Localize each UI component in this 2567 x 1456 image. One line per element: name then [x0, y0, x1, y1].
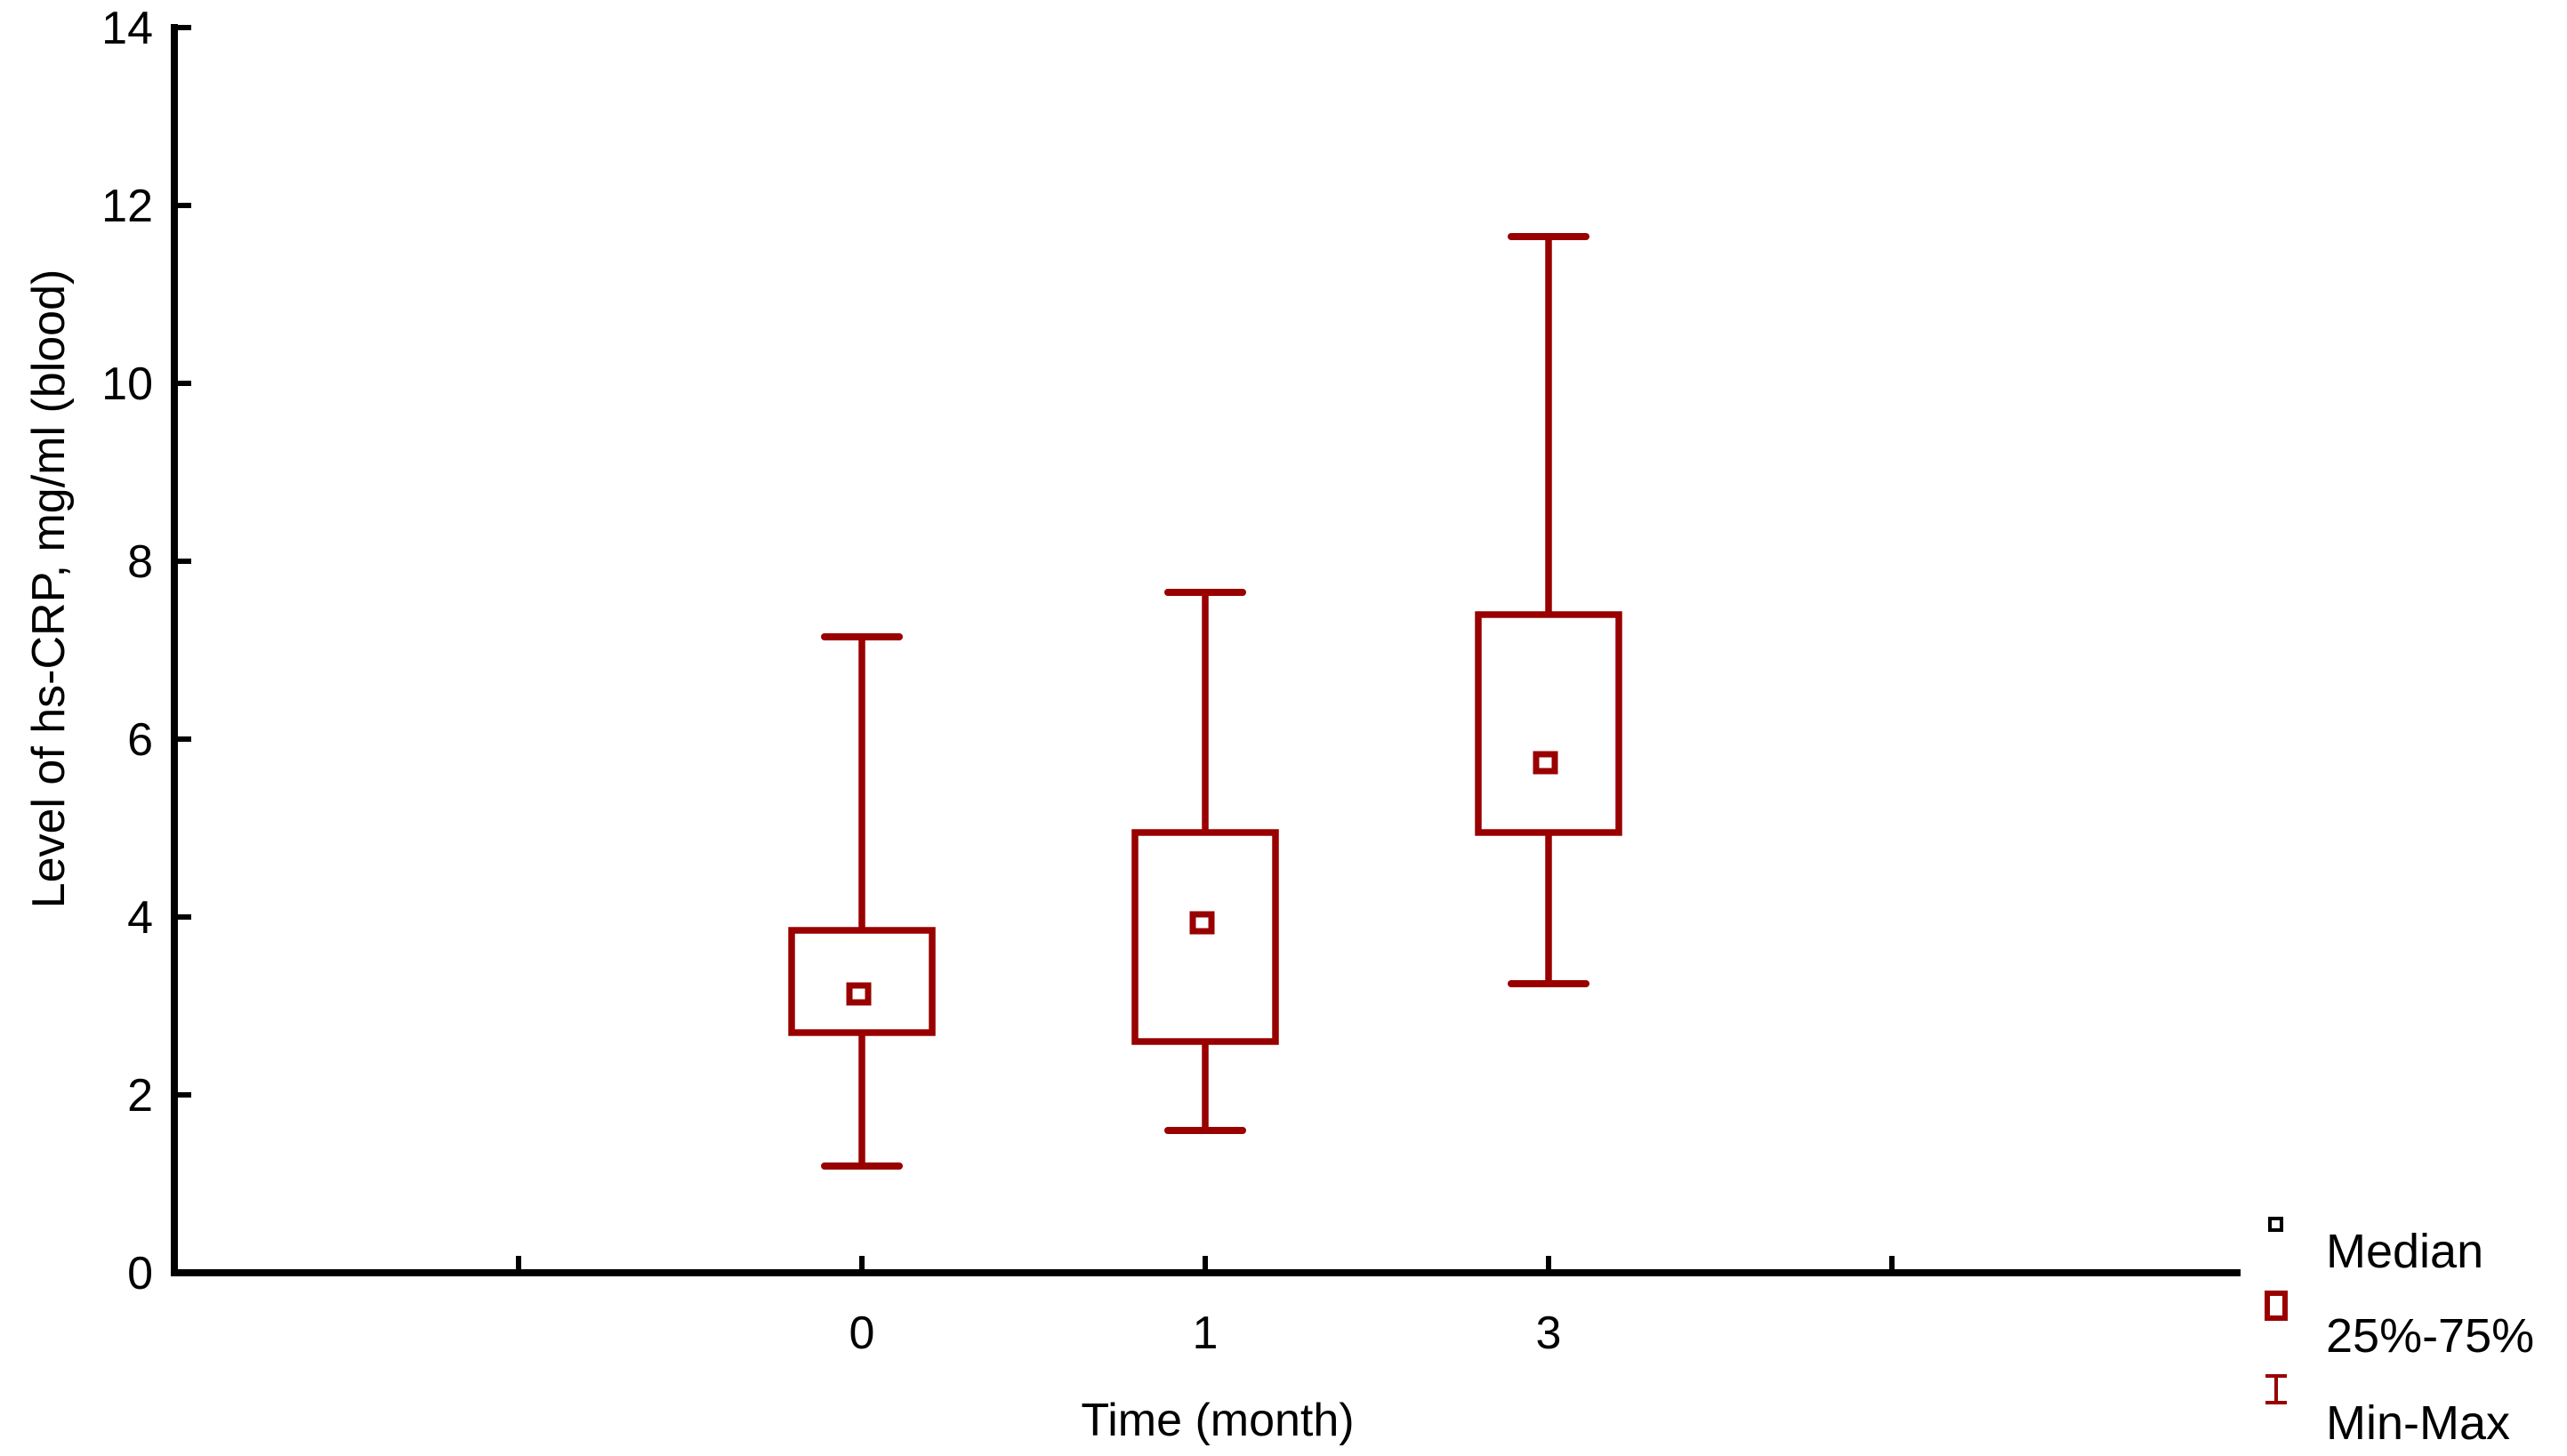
legend-median-marker-icon — [2268, 1217, 2283, 1232]
legend-label: Median — [2326, 1225, 2483, 1278]
y-tick-label: 4 — [127, 892, 153, 944]
y-tick-label: 2 — [127, 1070, 153, 1122]
iqr-box-month-0 — [788, 927, 936, 1036]
y-tick-label: 8 — [127, 536, 153, 588]
y-tick-label: 12 — [101, 181, 153, 232]
y-axis-title: Level of hs-CRP, mg/ml (blood) — [23, 269, 75, 909]
y-tick-label: 14 — [101, 3, 153, 54]
median-marker-month-3 — [1533, 751, 1558, 775]
x-tick-label: 0 — [849, 1307, 875, 1359]
iqr-box-month-3 — [1475, 611, 1622, 836]
x-axis-title: Time (month) — [1081, 1395, 1354, 1446]
iqr-box-month-1 — [1131, 829, 1279, 1045]
median-marker-month-1 — [1189, 911, 1215, 935]
y-tick-label: 10 — [101, 358, 153, 410]
legend-label: Min-Max — [2326, 1396, 2510, 1450]
legend-iqr-marker-icon — [2265, 1291, 2288, 1321]
x-tick-label: 1 — [1193, 1307, 1219, 1359]
legend-label: 25%-75% — [2326, 1309, 2534, 1363]
x-tick-label: 3 — [1536, 1307, 1562, 1359]
y-tick-label: 0 — [127, 1248, 153, 1299]
y-tick-label: 6 — [127, 714, 153, 766]
median-marker-month-0 — [846, 982, 872, 1006]
